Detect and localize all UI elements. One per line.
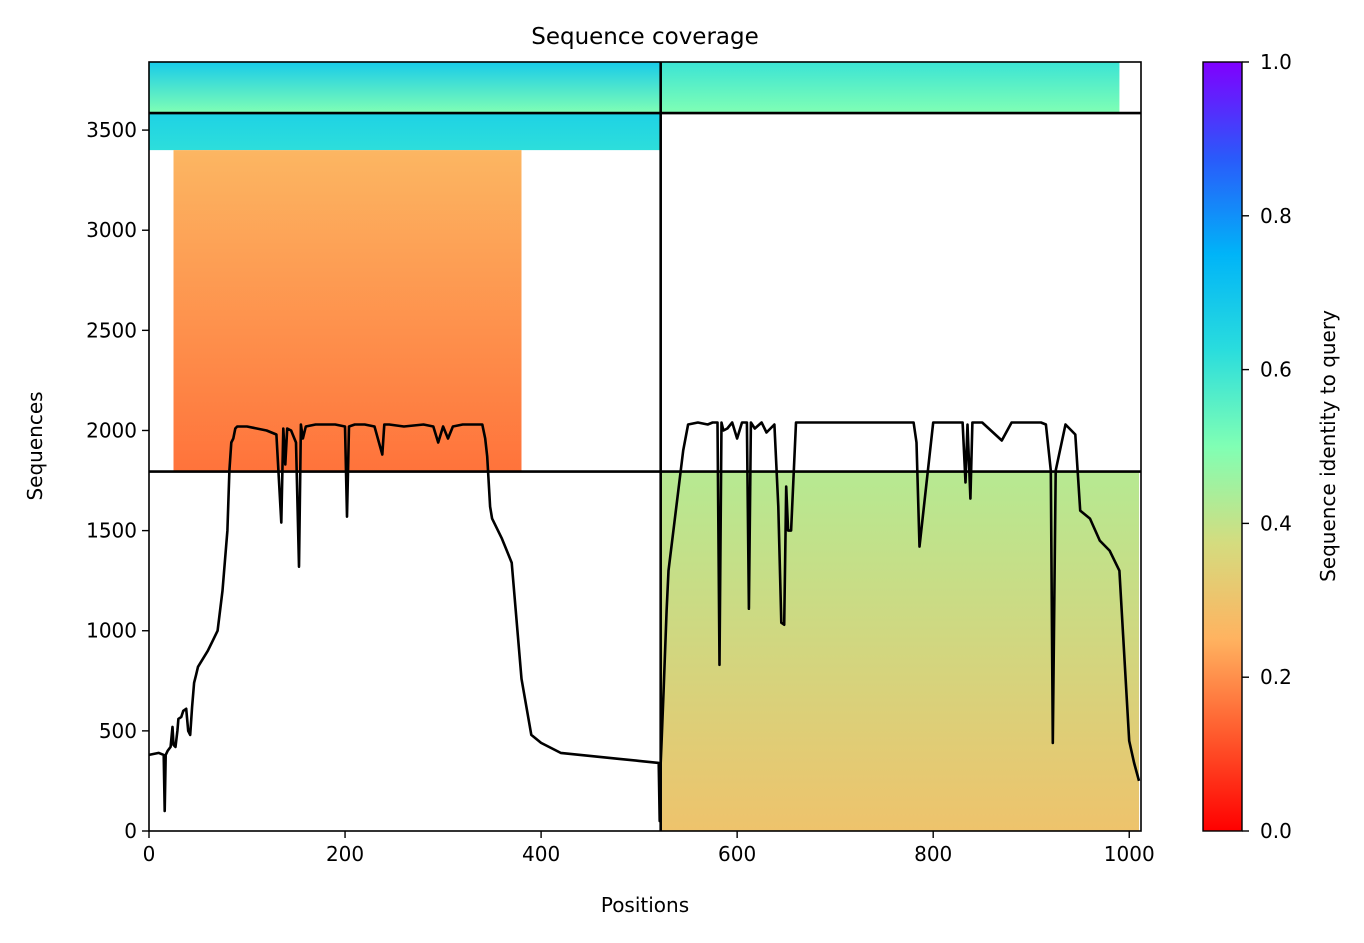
y-tick-label: 500	[99, 719, 137, 743]
y-tick-label: 1500	[86, 519, 137, 543]
chart-title: Sequence coverage	[531, 24, 759, 50]
coverage-blocks	[149, 62, 1140, 831]
block-boundaries	[149, 62, 1141, 831]
y-tick-label: 2500	[86, 318, 137, 342]
colorbar-tick-label: 1.0	[1260, 50, 1292, 74]
x-axis: 0 200 400 600 800 1000	[143, 831, 1155, 866]
y-tick-label: 3500	[86, 118, 137, 142]
colorbar-tick-label: 0.8	[1260, 204, 1292, 228]
x-tick-label: 400	[522, 842, 560, 866]
colorbar-ticks: 0.0 0.2 0.4 0.6 0.8 1.0	[1242, 50, 1292, 843]
y-tick-label: 1000	[86, 619, 137, 643]
x-tick-label: 1000	[1104, 842, 1155, 866]
y-tick-label: 3000	[86, 218, 137, 242]
colorbar-label: Sequence identity to query	[1316, 310, 1340, 582]
colorbar-tick-label: 0.4	[1260, 511, 1292, 535]
x-tick-label: 600	[718, 842, 756, 866]
coverage-line	[148, 421, 1141, 823]
colorbar-tick-label: 0.6	[1260, 358, 1292, 382]
plot-frame	[148, 61, 1142, 832]
colorbar-tick-label: 0.0	[1260, 819, 1292, 843]
plot-area	[148, 61, 1142, 832]
coverage-block	[149, 62, 661, 114]
colorbar-gradient	[1202, 61, 1243, 832]
coverage-block	[660, 471, 1140, 831]
coverage-block	[173, 150, 522, 472]
y-tick-label: 0	[124, 819, 137, 843]
y-tick-label: 2000	[86, 418, 137, 442]
coverage-block	[660, 62, 1120, 114]
y-axis-label: Sequences	[23, 391, 47, 500]
y-axis: 0 500 1000 1500 2000 2500 3000 3500	[86, 118, 149, 843]
x-tick-label: 0	[143, 842, 156, 866]
colorbar-tick-label: 0.2	[1260, 665, 1292, 689]
coverage-block	[149, 113, 661, 151]
x-axis-label: Positions	[601, 893, 689, 917]
x-tick-label: 800	[914, 842, 952, 866]
x-tick-label: 200	[326, 842, 364, 866]
colorbar: 0.0 0.2 0.4 0.6 0.8 1.0 Sequence identity to …	[1202, 50, 1340, 843]
